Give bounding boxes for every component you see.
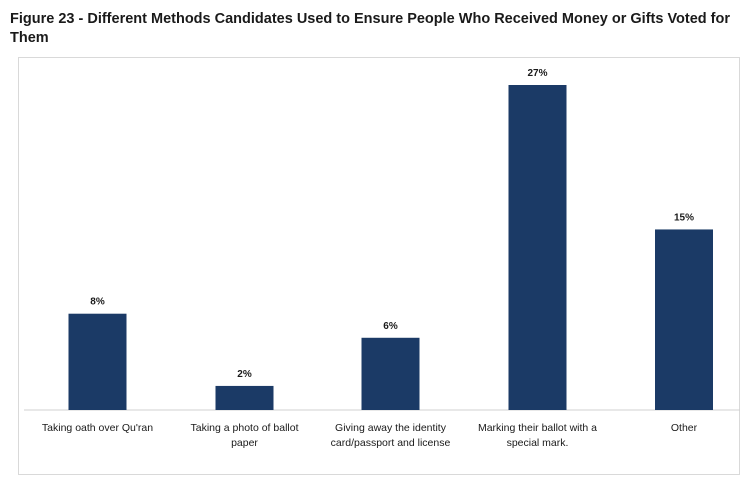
data-label-5: 15%: [674, 212, 694, 223]
data-label-3: 6%: [383, 321, 398, 332]
bar-4: [508, 85, 567, 410]
category-label-3: Giving away the identity card/passport an…: [331, 422, 451, 449]
bar-5: [655, 229, 713, 410]
data-label-2: 2%: [237, 369, 252, 380]
category-label-1: Taking oath over Qu'ran: [42, 422, 153, 434]
chart-title: Figure 23 - Different Methods Candidates…: [10, 11, 731, 46]
data-label-4: 27%: [527, 68, 547, 79]
bar-1: [68, 313, 127, 410]
category-label-2: Taking a photo of ballot paper: [191, 422, 299, 449]
chart-frame: [18, 57, 740, 475]
category-label-5: Other: [671, 422, 698, 434]
bar-3: [361, 337, 420, 410]
data-label-1: 8%: [90, 297, 105, 308]
category-label-4: Marking their ballot with a special mark.: [478, 422, 597, 449]
bar-2: [215, 385, 274, 410]
